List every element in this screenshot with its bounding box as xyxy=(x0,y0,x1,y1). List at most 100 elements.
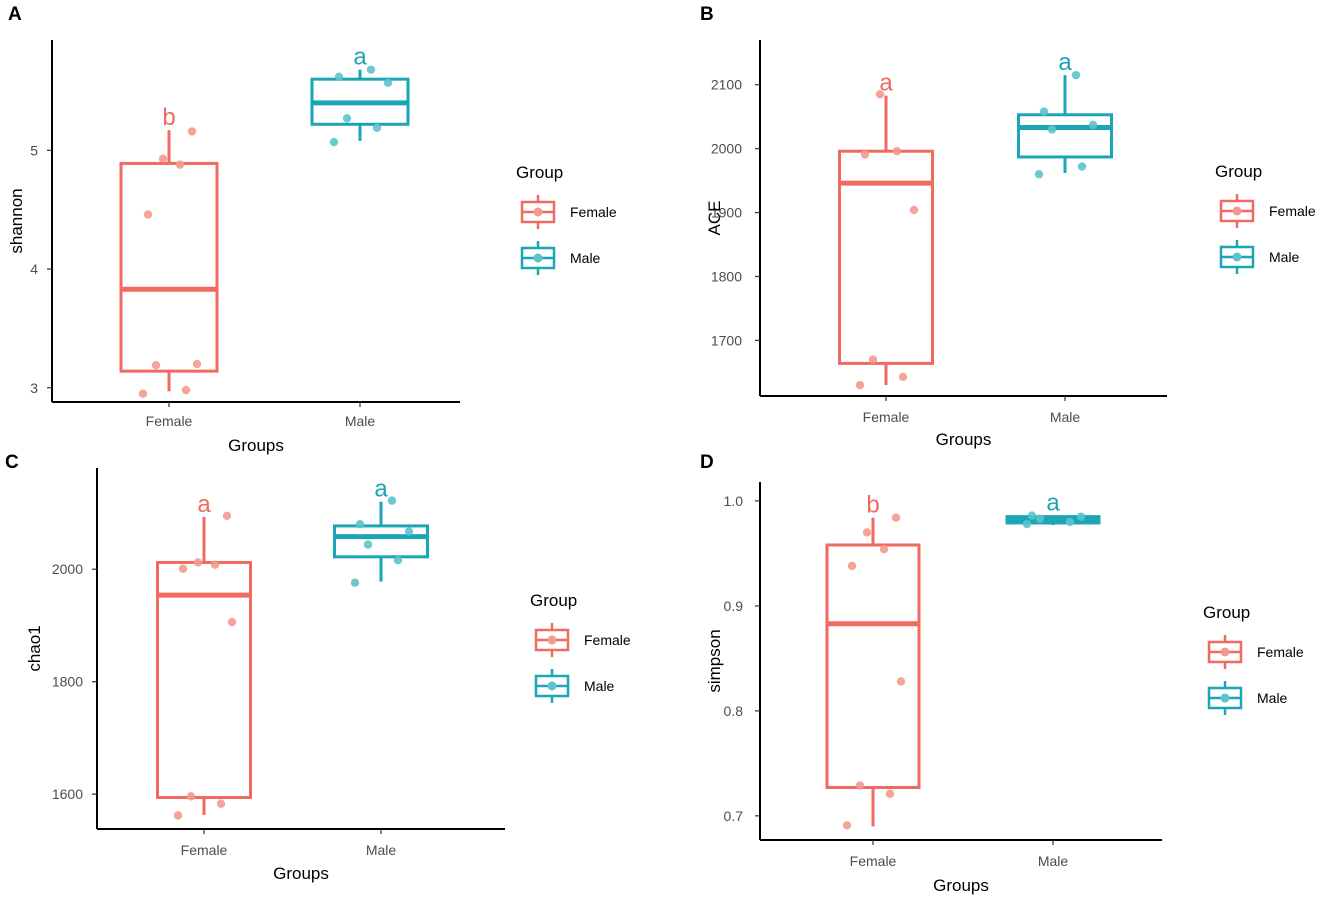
data-point xyxy=(178,564,188,573)
x-tick-label: Male xyxy=(366,842,397,858)
box-male: a xyxy=(310,44,410,147)
data-point xyxy=(1065,517,1075,527)
y-tick-label: 1.0 xyxy=(724,493,744,509)
legend: Group Female Male xyxy=(1215,162,1316,274)
legend-title: Group xyxy=(1203,603,1250,622)
legend-title: Group xyxy=(1215,162,1262,181)
legend-label-male: Male xyxy=(1269,249,1300,265)
y-tick-label: 1800 xyxy=(52,674,83,690)
legend-key-female xyxy=(534,623,570,657)
data-point xyxy=(143,210,153,219)
y-tick-label: 2000 xyxy=(711,141,742,157)
data-point xyxy=(372,123,382,133)
data-point xyxy=(173,811,183,820)
significance-letter: a xyxy=(1058,49,1072,76)
y-tick-label: 0.8 xyxy=(724,703,744,719)
box-male: a xyxy=(1017,49,1113,179)
legend-key-female xyxy=(1219,194,1255,228)
data-point xyxy=(138,389,148,398)
data-point xyxy=(366,65,376,74)
x-tick-label: Female xyxy=(863,409,910,425)
legend-key-point xyxy=(547,635,557,645)
data-point xyxy=(909,205,919,215)
significance-letter: a xyxy=(353,44,367,71)
data-point xyxy=(227,617,237,627)
data-point xyxy=(181,385,191,395)
x-tick-label: Female xyxy=(850,853,897,869)
y-tick-label: 2100 xyxy=(711,77,742,93)
legend-key-point xyxy=(1232,206,1242,216)
data-point xyxy=(342,114,352,123)
box-female: b xyxy=(119,104,219,398)
y-tick-label: 1900 xyxy=(711,205,742,221)
data-point xyxy=(193,558,203,567)
box-body xyxy=(825,543,921,790)
legend-title: Group xyxy=(530,591,577,610)
y-tick-label: 1700 xyxy=(711,332,742,348)
y-axis-title: shannon xyxy=(7,188,26,253)
y-tick-label: 5 xyxy=(30,142,38,158)
legend-key-female xyxy=(520,195,556,229)
data-point xyxy=(1076,512,1086,521)
x-axis-title: Groups xyxy=(936,430,992,449)
legend-label-female: Female xyxy=(1269,203,1316,219)
y-tick-label: 1800 xyxy=(711,268,742,284)
data-point xyxy=(1071,70,1081,80)
data-point xyxy=(879,544,889,554)
y-tick-label: 1600 xyxy=(52,786,83,802)
data-point xyxy=(855,380,865,390)
legend-key-point xyxy=(1220,693,1230,703)
legend: Group Female Male xyxy=(1203,603,1304,715)
data-point xyxy=(1047,125,1057,134)
data-point xyxy=(363,540,373,549)
y-tick-label: 0.7 xyxy=(724,808,744,824)
data-point xyxy=(1035,514,1045,523)
legend-key-male xyxy=(520,241,556,275)
data-point xyxy=(1039,107,1049,116)
significance-letter: b xyxy=(162,104,175,131)
legend-key-point xyxy=(547,681,557,691)
data-point xyxy=(898,372,908,382)
legend-label-female: Female xyxy=(1257,644,1304,660)
x-axis-title: Groups xyxy=(273,864,329,883)
data-point xyxy=(1027,511,1037,520)
legend-title: Group xyxy=(516,163,563,182)
box-body xyxy=(838,149,934,365)
data-point xyxy=(862,528,872,537)
box-female: b xyxy=(825,492,921,830)
panel-letter: B xyxy=(700,4,714,25)
data-point xyxy=(350,578,360,587)
legend-key-point xyxy=(1232,252,1242,262)
data-point xyxy=(891,513,901,522)
significance-letter: b xyxy=(866,492,879,519)
data-point xyxy=(387,496,397,505)
significance-letter: a xyxy=(374,476,388,503)
x-tick-label: Male xyxy=(345,413,376,429)
panel-letter: C xyxy=(5,452,19,473)
data-point xyxy=(875,90,885,99)
panel-b: B 1700 1800 1900 2000 2100 Female Male Groups ACE… xyxy=(700,4,1316,449)
y-axis-title: chao1 xyxy=(25,625,44,671)
y-tick-label: 2000 xyxy=(52,561,83,577)
data-point xyxy=(175,160,185,169)
y-tick-label: 0.9 xyxy=(724,598,744,614)
data-point xyxy=(329,137,339,147)
data-point xyxy=(383,78,393,87)
box-body xyxy=(119,161,219,373)
box-male: a xyxy=(333,476,429,587)
data-point xyxy=(860,150,870,159)
legend-key-male xyxy=(1207,681,1243,715)
data-point xyxy=(1034,170,1044,179)
x-tick-label: Male xyxy=(1050,409,1081,425)
legend-key-point xyxy=(1220,647,1230,657)
data-point xyxy=(158,154,168,163)
panel-d: D 0.7 0.8 0.9 1.0 Female Male Groups simpson b a Gr… xyxy=(700,452,1304,895)
data-point xyxy=(896,677,906,686)
legend-label-female: Female xyxy=(584,632,631,648)
significance-letter: a xyxy=(197,491,211,518)
x-tick-label: Female xyxy=(146,413,193,429)
data-point xyxy=(151,361,161,370)
y-tick-label: 4 xyxy=(30,261,38,277)
y-tick-label: 3 xyxy=(30,380,38,396)
